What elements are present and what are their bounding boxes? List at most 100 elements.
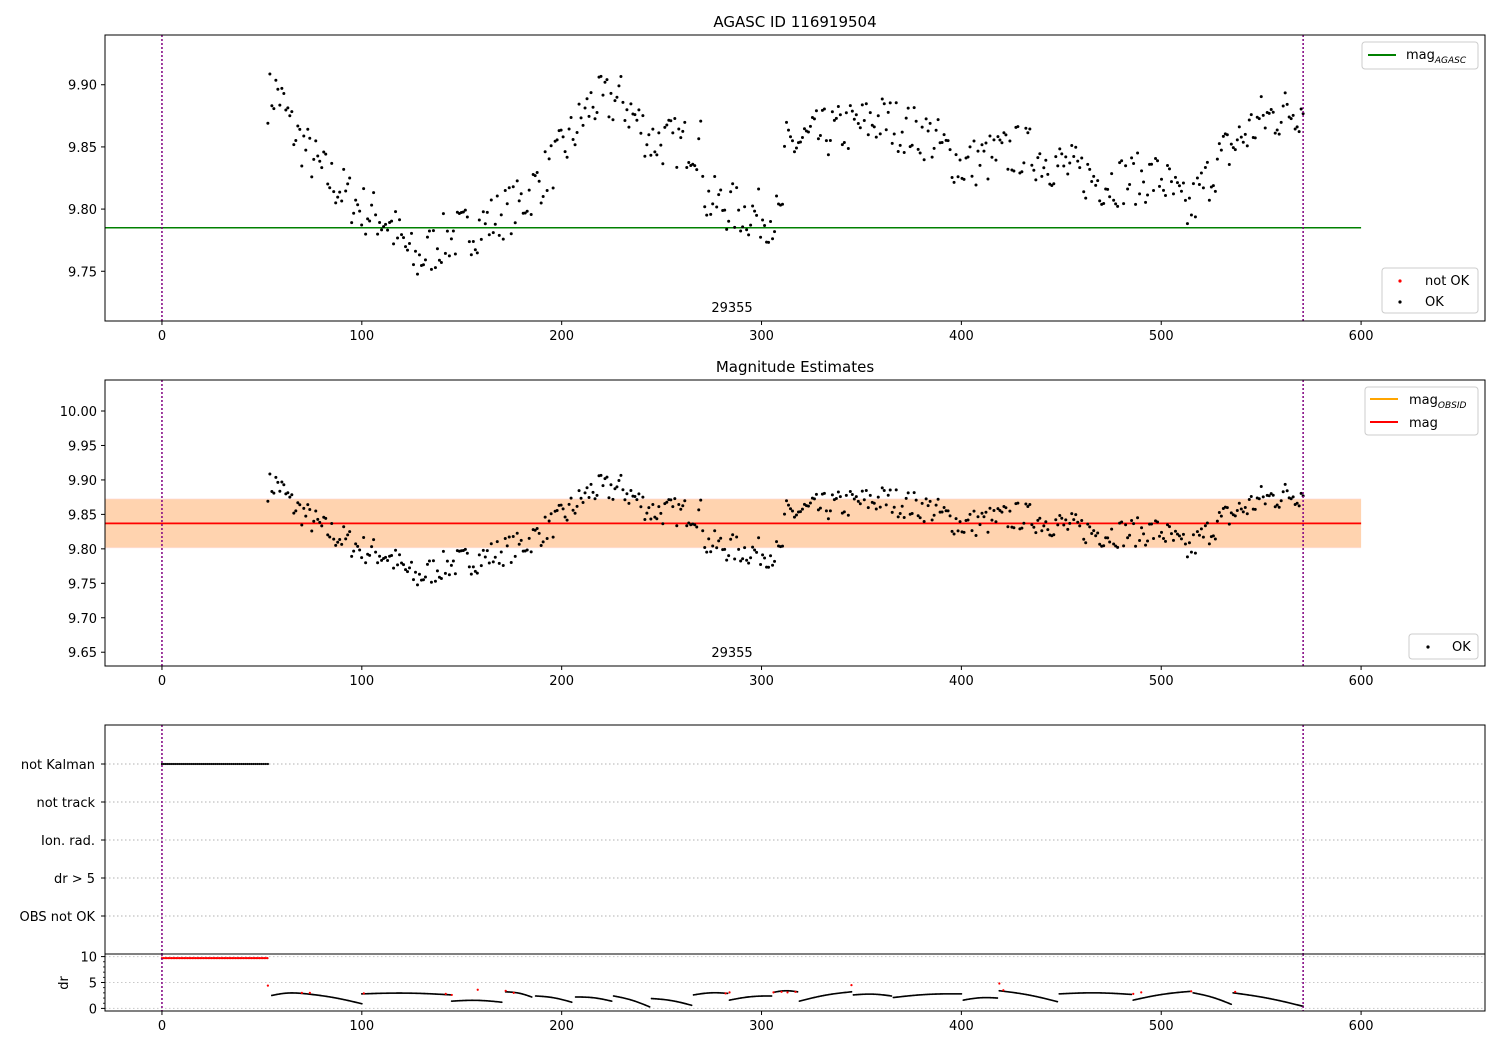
dr-saturated-point	[176, 957, 180, 960]
ok-point	[1175, 532, 1179, 536]
ok-point	[1128, 182, 1132, 186]
ok-point	[643, 518, 647, 522]
ok-point	[302, 134, 306, 138]
ok-point	[948, 148, 952, 152]
ok-point	[926, 504, 930, 508]
ok-point	[386, 559, 390, 563]
ok-point	[535, 170, 539, 174]
ok-point	[715, 205, 719, 209]
ok-point	[745, 228, 749, 232]
ok-point	[1239, 135, 1243, 139]
ok-point	[792, 150, 796, 154]
dr-not-ok-point	[1190, 990, 1193, 993]
ok-point	[451, 229, 455, 233]
ok-point	[330, 161, 334, 165]
ok-point	[783, 144, 787, 148]
dr-not-ok-point	[772, 991, 775, 994]
ok-point	[1020, 170, 1024, 174]
dr-saturated-point	[264, 957, 267, 960]
ok-point	[362, 187, 366, 191]
legend-subscript-agasc: AGASC	[1434, 56, 1467, 66]
ok-point	[936, 118, 940, 122]
ok-point	[296, 501, 300, 505]
ok-point	[396, 236, 400, 240]
ok-point	[274, 78, 278, 82]
ok-point	[340, 542, 344, 546]
ok-point	[794, 513, 798, 517]
ok-point	[493, 555, 497, 559]
flag-point	[254, 762, 257, 766]
ok-point	[308, 136, 312, 140]
ok-point	[990, 155, 994, 159]
ok-point	[543, 515, 547, 519]
ok-point	[1036, 518, 1040, 522]
ok-point	[683, 499, 687, 503]
ok-point	[735, 535, 739, 539]
ok-point	[910, 143, 914, 147]
ok-point	[421, 263, 425, 267]
ok-point	[577, 489, 581, 493]
ok-point	[1144, 200, 1148, 204]
ok-point	[1042, 524, 1046, 528]
ok-point	[441, 212, 445, 216]
ok-point	[1102, 544, 1106, 548]
ok-point	[675, 165, 679, 169]
ok-point	[1156, 520, 1160, 524]
dr-saturated-point	[228, 957, 231, 960]
dr-saturated-point	[165, 957, 168, 960]
ok-point	[328, 186, 332, 190]
ok-point	[447, 573, 451, 577]
ok-point	[1175, 181, 1179, 185]
ok-point	[846, 513, 850, 517]
ok-point	[1064, 155, 1068, 159]
ok-point	[657, 131, 661, 135]
ok-point	[1002, 131, 1006, 135]
ok-point	[1016, 501, 1020, 505]
ok-point	[685, 166, 689, 170]
ok-point	[994, 158, 998, 162]
dr-saturated-point	[232, 957, 236, 960]
ok-point	[390, 219, 394, 223]
ok-point	[1132, 162, 1136, 166]
ok-point	[1211, 184, 1215, 188]
ok-point	[1243, 505, 1247, 509]
ok-point	[886, 493, 890, 497]
ok-point	[316, 517, 320, 521]
ok-point	[1006, 525, 1010, 529]
flag-point	[260, 762, 263, 766]
ok-point	[270, 104, 274, 108]
ok-point	[368, 553, 372, 557]
ok-point	[948, 514, 952, 518]
dr-saturated-point	[207, 957, 210, 960]
ok-point	[555, 138, 559, 142]
flag-point	[244, 762, 247, 766]
ok-point	[1241, 510, 1245, 514]
ok-point	[906, 106, 910, 110]
ok-point	[1179, 537, 1183, 541]
ok-point	[958, 520, 962, 524]
ok-point	[649, 153, 653, 157]
ok-point	[816, 508, 820, 512]
ok-point	[1140, 169, 1144, 173]
ok-point	[605, 475, 609, 479]
ok-point	[673, 116, 677, 120]
dr-point	[610, 1000, 613, 1003]
ok-point	[587, 495, 591, 499]
ok-point	[900, 130, 904, 134]
ok-point	[1171, 192, 1175, 196]
ok-point	[629, 102, 633, 106]
ok-point	[300, 164, 304, 168]
ok-point	[571, 508, 575, 512]
ok-point	[284, 108, 288, 112]
dr-saturated-point	[168, 957, 172, 960]
ok-point	[1227, 163, 1231, 167]
ok-point	[342, 167, 346, 171]
ok-point	[713, 529, 717, 533]
ok-point	[312, 157, 316, 161]
ok-point	[988, 134, 992, 138]
legend-marker-ok	[1426, 645, 1430, 649]
ok-point	[356, 544, 360, 548]
ok-point	[318, 520, 322, 524]
ok-point	[956, 175, 960, 179]
flag-point	[202, 762, 206, 766]
